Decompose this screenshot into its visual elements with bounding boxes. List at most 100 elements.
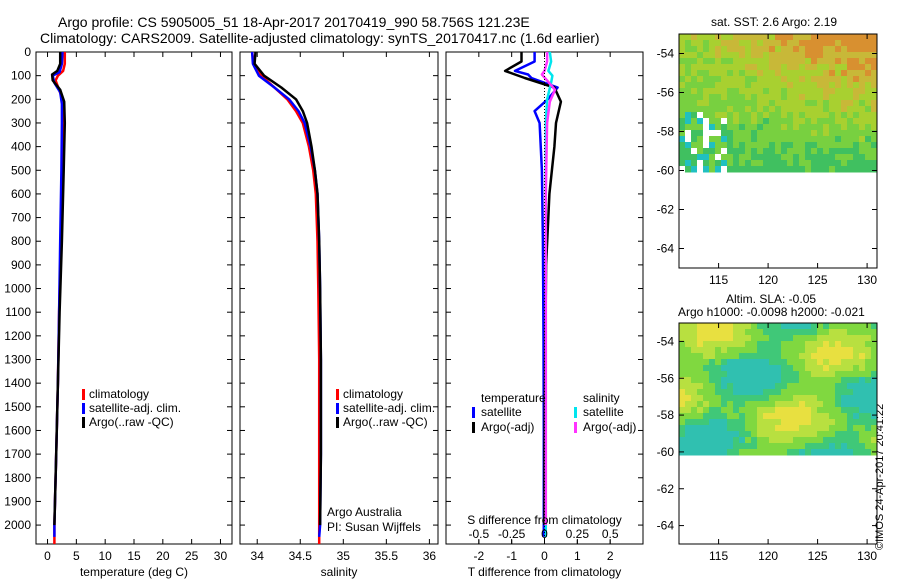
sst-map-cell	[769, 46, 776, 53]
sla-map-cell	[823, 377, 830, 384]
sla-map-cell	[853, 383, 860, 390]
sla-map-data-field	[679, 323, 878, 456]
sst-map-cell	[715, 88, 722, 95]
difference-legend-salinity-item: Argo(-adj)	[583, 420, 636, 434]
sst-map-cell	[751, 112, 758, 119]
sst-map-cell	[727, 118, 734, 125]
sst-map-cell	[727, 58, 734, 65]
sst-map-cell	[751, 124, 758, 131]
sla-map-cell	[733, 443, 740, 450]
sla-map-cell	[793, 383, 800, 390]
sst-map-cell	[697, 46, 704, 53]
sla-map-cell	[733, 425, 740, 432]
sla-map-cell	[829, 347, 836, 354]
sst-map-cell	[757, 130, 764, 137]
sla-map-cell	[739, 389, 746, 396]
sst-map-cell	[679, 94, 686, 101]
sla-map-cell	[691, 413, 698, 420]
sla-map-cell	[835, 347, 842, 354]
sla-map-cell	[865, 395, 872, 402]
sst-map-cell	[715, 64, 722, 71]
sst-map-cell	[763, 130, 770, 137]
sla-map-cell	[805, 341, 812, 348]
sst-map-cell	[787, 154, 794, 161]
sst-map-cell	[811, 148, 818, 155]
sst-map-cell	[787, 106, 794, 113]
sst-map-cell	[817, 160, 824, 167]
sst-map-cell	[805, 58, 812, 65]
sst-map-cell	[829, 166, 836, 173]
sst-map-cell	[781, 52, 788, 59]
sla-map-cell	[787, 425, 794, 432]
sst-map-cell	[781, 118, 788, 125]
sst-map-cell	[721, 106, 728, 113]
sla-map-cell	[733, 335, 740, 342]
sst-map-cell	[835, 58, 842, 65]
sst-map-cell	[727, 100, 734, 107]
sst-map-cell	[823, 34, 830, 41]
sst-map-cell	[799, 82, 806, 89]
sla-map-cell	[835, 377, 842, 384]
sst-map-cell	[859, 124, 866, 131]
sst-map-cell	[679, 118, 686, 125]
sla-map-cell	[871, 383, 878, 390]
sla-map-cell	[703, 353, 710, 360]
sst-map-cell	[775, 106, 782, 113]
sst-map-cell	[781, 106, 788, 113]
sst-map-cell	[823, 40, 830, 47]
annotation-institution: Argo Australia	[327, 505, 402, 519]
sla-map-cell	[685, 371, 692, 378]
sst-map-cell	[751, 52, 758, 59]
sst-map-cell	[829, 64, 836, 71]
sla-map-cell	[679, 425, 686, 432]
sla-map-cell	[745, 407, 752, 414]
sst-map-cell	[793, 70, 800, 77]
sst-map-cell	[721, 58, 728, 65]
sst-map-cell	[871, 58, 878, 65]
sla-map-cell	[853, 347, 860, 354]
sla-map-cell	[721, 329, 728, 336]
sla-map-cell	[811, 365, 818, 372]
sst-map-cell	[739, 166, 746, 173]
sst-map-cell	[823, 130, 830, 137]
sst-map-cell	[721, 118, 728, 125]
temperature-legend-swatch	[82, 417, 85, 428]
sst-map-cell	[865, 64, 872, 71]
difference-legend-temperature-swatch	[472, 407, 475, 418]
sla-map-cell	[829, 437, 836, 444]
temperature-xtick-label: 30	[214, 549, 228, 563]
sst-map-ytick-label: -54	[657, 47, 675, 61]
sla-map-cell	[781, 419, 788, 426]
sla-map-cell	[709, 437, 716, 444]
sst-map-cell	[763, 112, 770, 119]
sst-map-cell	[847, 118, 854, 125]
sla-map-cell	[691, 353, 698, 360]
sla-map-cell	[841, 413, 848, 420]
sla-map-cell	[865, 335, 872, 342]
sla-map-cell	[781, 365, 788, 372]
sla-map-cell	[763, 419, 770, 426]
sst-map-cell	[709, 64, 716, 71]
sla-map-cell	[847, 383, 854, 390]
sla-map-cell	[817, 413, 824, 420]
sla-map-cell	[715, 401, 722, 408]
sla-map-cell	[775, 425, 782, 432]
sla-map-cell	[775, 329, 782, 336]
sst-map-cell	[823, 136, 830, 143]
salinity-legend-swatch	[336, 417, 339, 428]
sst-map-cell	[829, 142, 836, 149]
sla-map-cell	[841, 347, 848, 354]
sst-map-cell	[727, 52, 734, 59]
sst-map-cell	[829, 40, 836, 47]
sst-map-cell	[799, 136, 806, 143]
sla-map-cell	[691, 449, 698, 456]
sla-map-cell	[841, 323, 848, 330]
sla-map-cell	[793, 419, 800, 426]
sla-map-cell	[679, 365, 686, 372]
sst-map-cell	[781, 148, 788, 155]
sst-map-cell	[835, 154, 842, 161]
sla-map-cell	[727, 407, 734, 414]
sla-map-cell	[829, 449, 836, 456]
sst-map-cell	[691, 106, 698, 113]
